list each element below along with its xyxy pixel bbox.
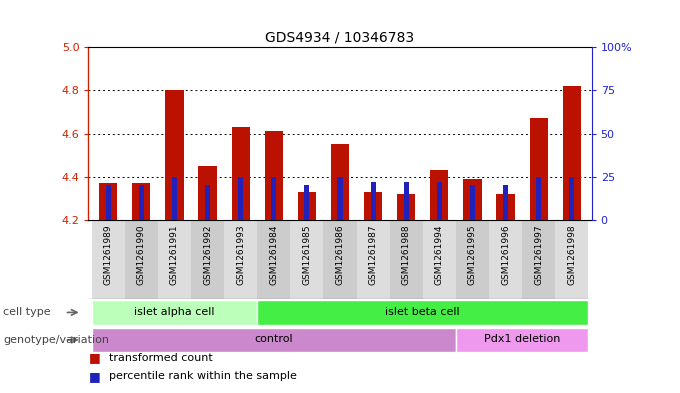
- Bar: [324, 220, 356, 299]
- Bar: [191, 220, 224, 299]
- Text: islet alpha cell: islet alpha cell: [134, 307, 215, 317]
- Bar: [397, 194, 415, 220]
- Text: control: control: [254, 334, 293, 344]
- Bar: [92, 327, 456, 352]
- Bar: [257, 300, 588, 325]
- Bar: [105, 185, 111, 220]
- Bar: [456, 220, 489, 299]
- Bar: [364, 192, 382, 220]
- Text: genotype/variation: genotype/variation: [3, 335, 109, 345]
- Bar: [232, 127, 250, 220]
- Bar: [522, 220, 555, 299]
- Bar: [337, 177, 343, 220]
- Text: cell type: cell type: [3, 307, 51, 318]
- Bar: [496, 194, 515, 220]
- Text: GSM1261997: GSM1261997: [534, 224, 543, 285]
- Bar: [331, 144, 349, 220]
- Text: GSM1261987: GSM1261987: [369, 224, 377, 285]
- Bar: [172, 177, 177, 220]
- Bar: [139, 185, 144, 220]
- Text: GSM1261990: GSM1261990: [137, 224, 146, 285]
- Bar: [92, 300, 257, 325]
- Bar: [390, 220, 423, 299]
- Text: ■: ■: [88, 370, 100, 383]
- Bar: [470, 185, 475, 220]
- Text: GSM1261989: GSM1261989: [104, 224, 113, 285]
- Bar: [569, 177, 575, 220]
- Bar: [456, 327, 588, 352]
- Bar: [165, 90, 184, 220]
- Bar: [290, 220, 324, 299]
- Bar: [555, 220, 588, 299]
- Bar: [437, 182, 442, 220]
- Bar: [238, 177, 243, 220]
- Bar: [125, 220, 158, 299]
- Text: GSM1261986: GSM1261986: [335, 224, 345, 285]
- Text: Pdx1 deletion: Pdx1 deletion: [484, 334, 560, 344]
- Bar: [503, 185, 508, 220]
- Bar: [489, 220, 522, 299]
- Bar: [404, 182, 409, 220]
- Text: islet beta cell: islet beta cell: [386, 307, 460, 317]
- Text: GSM1261996: GSM1261996: [501, 224, 510, 285]
- Title: GDS4934 / 10346783: GDS4934 / 10346783: [265, 31, 415, 44]
- Bar: [298, 192, 316, 220]
- Text: GSM1261985: GSM1261985: [303, 224, 311, 285]
- Bar: [224, 220, 257, 299]
- Text: GSM1261998: GSM1261998: [567, 224, 576, 285]
- Bar: [271, 177, 276, 220]
- Text: GSM1261992: GSM1261992: [203, 224, 212, 285]
- Text: GSM1261994: GSM1261994: [435, 224, 444, 285]
- Text: GSM1261991: GSM1261991: [170, 224, 179, 285]
- Bar: [305, 185, 309, 220]
- Bar: [92, 220, 125, 299]
- Text: percentile rank within the sample: percentile rank within the sample: [109, 371, 296, 382]
- Bar: [257, 220, 290, 299]
- Text: GSM1261984: GSM1261984: [269, 224, 278, 285]
- Bar: [536, 177, 541, 220]
- Bar: [423, 220, 456, 299]
- Bar: [158, 220, 191, 299]
- Text: GSM1261993: GSM1261993: [236, 224, 245, 285]
- Text: GSM1261988: GSM1261988: [402, 224, 411, 285]
- Bar: [371, 182, 375, 220]
- Bar: [463, 179, 481, 220]
- Bar: [133, 183, 150, 220]
- Bar: [265, 131, 283, 220]
- Bar: [562, 86, 581, 220]
- Bar: [99, 183, 118, 220]
- Bar: [199, 166, 217, 220]
- Bar: [530, 119, 547, 220]
- Text: transformed count: transformed count: [109, 353, 213, 363]
- Bar: [430, 171, 448, 220]
- Text: GSM1261995: GSM1261995: [468, 224, 477, 285]
- Bar: [356, 220, 390, 299]
- Bar: [205, 185, 210, 220]
- Text: ■: ■: [88, 351, 100, 364]
